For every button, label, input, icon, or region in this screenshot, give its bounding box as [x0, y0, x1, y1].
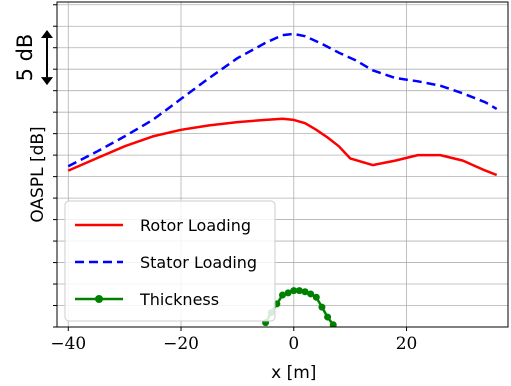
legend-items: Rotor Loading Stator Loading Thickness — [75, 216, 257, 309]
thickness-marker — [279, 291, 286, 299]
thickness-marker — [318, 303, 326, 311]
x-axis-label: x [m] — [271, 363, 316, 383]
tick-layer: −40 −20 0 20 — [50, 4, 418, 354]
plot-frame — [56, 1, 509, 328]
legend: Rotor Loading Stator Loading Thickness — [64, 200, 276, 322]
series-line-stator-loading — [67, 32, 498, 168]
legend-item: Thickness — [75, 290, 219, 309]
thickness-marker — [284, 289, 292, 297]
legend-item: Stator Loading — [75, 253, 257, 272]
thickness-marker — [307, 290, 315, 298]
legend-item: Rotor Loading — [75, 216, 251, 235]
x-tick-label: −40 — [50, 334, 86, 354]
thickness-marker — [312, 293, 320, 301]
legend-label: Thickness — [139, 290, 219, 309]
scale-bar: 5 dB — [13, 30, 53, 86]
scale-bar-label: 5 dB — [13, 34, 37, 82]
scale-arrow-down-icon — [41, 77, 53, 86]
legend-marker — [95, 295, 103, 303]
legend-label: Stator Loading — [140, 253, 257, 272]
legend-box — [64, 200, 276, 322]
thickness-marker — [329, 321, 337, 327]
x-tick-label: 20 — [396, 334, 418, 354]
series-line-rotor-loading — [67, 117, 498, 177]
thickness-marker — [324, 313, 332, 321]
thickness-marker — [295, 287, 303, 295]
x-tick-label: 0 — [288, 334, 299, 354]
x-tick-label: −20 — [163, 334, 199, 354]
scale-arrow-up-icon — [41, 30, 53, 38]
legend-label: Rotor Loading — [140, 216, 251, 235]
thickness-marker — [301, 288, 309, 296]
thickness-marker — [290, 287, 298, 295]
y-axis-label: OASPL [dB] — [28, 126, 48, 222]
